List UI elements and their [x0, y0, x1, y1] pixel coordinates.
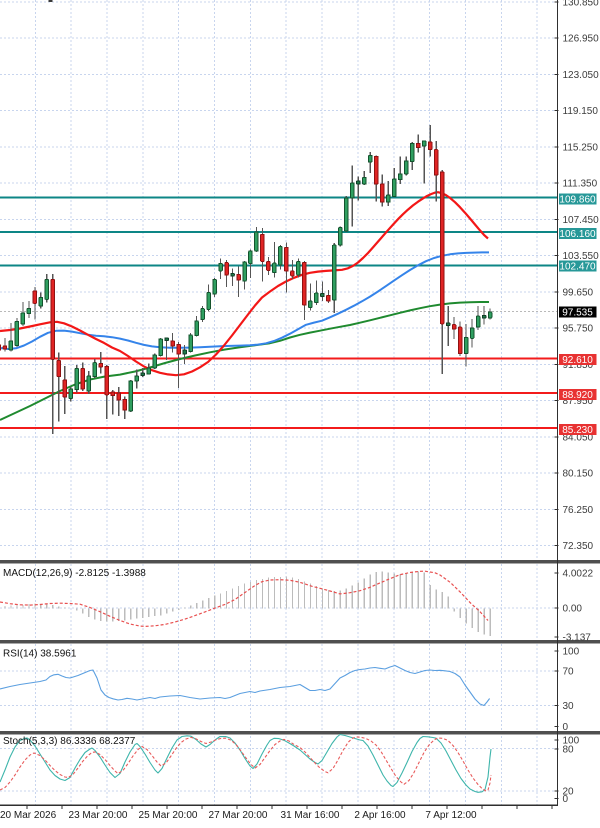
svg-text:126.950: 126.950 [563, 34, 600, 45]
svg-text:111.350: 111.350 [563, 179, 598, 190]
svg-text:91.850: 91.850 [563, 360, 594, 371]
svg-text:20: 20 [563, 787, 575, 798]
svg-text:85.230: 85.230 [562, 425, 593, 436]
svg-text:119.150: 119.150 [563, 106, 599, 117]
svg-text:Stoch(5,3,3) 86.3336 68.2377: Stoch(5,3,3) 86.3336 68.2377 [3, 736, 136, 747]
svg-text:RSI(14) 38.5961: RSI(14) 38.5961 [3, 649, 77, 660]
svg-text:0.00: 0.00 [563, 603, 583, 614]
svg-text:27 Mar 20:00: 27 Mar 20:00 [209, 810, 268, 821]
svg-text:99.650: 99.650 [563, 287, 594, 298]
svg-text:76.250: 76.250 [563, 505, 594, 516]
svg-text:70: 70 [563, 667, 575, 678]
svg-text:95.750: 95.750 [563, 324, 594, 335]
svg-text:106.160: 106.160 [559, 229, 596, 240]
svg-text:25 Mar 20:00: 25 Mar 20:00 [139, 810, 198, 821]
svg-text:7 Apr 12:00: 7 Apr 12:00 [425, 810, 477, 821]
svg-text:31 Mar 16:00: 31 Mar 16:00 [281, 810, 340, 821]
svg-text:-3.137: -3.137 [563, 633, 592, 644]
svg-text:88.920: 88.920 [562, 390, 593, 401]
svg-text:103.550: 103.550 [563, 251, 600, 262]
svg-text:2 Apr 16:00: 2 Apr 16:00 [354, 810, 406, 821]
svg-text:4.0022: 4.0022 [563, 568, 594, 579]
svg-text:20 Mar 2026: 20 Mar 2026 [0, 810, 57, 821]
svg-text:0: 0 [563, 794, 569, 805]
svg-text:84.050: 84.050 [563, 432, 594, 443]
svg-text:102.470: 102.470 [559, 261, 596, 272]
svg-text:130.850: 130.850 [563, 0, 600, 8]
svg-text:100: 100 [563, 736, 580, 747]
svg-text:123.050: 123.050 [563, 70, 600, 81]
svg-text:100: 100 [563, 647, 580, 658]
svg-text:0: 0 [563, 722, 569, 733]
svg-text:115.250: 115.250 [563, 142, 599, 153]
svg-text:23 Mar 20:00: 23 Mar 20:00 [69, 810, 128, 821]
svg-text:109.860: 109.860 [559, 194, 596, 205]
svg-text:80.150: 80.150 [563, 469, 594, 480]
svg-text:72.350: 72.350 [563, 541, 594, 552]
svg-text:107.450: 107.450 [563, 215, 600, 226]
svg-text:80: 80 [563, 744, 575, 755]
svg-text:97.535: 97.535 [562, 307, 593, 318]
svg-text:MACD(12,26,9) -2.8125 -1.3988: MACD(12,26,9) -2.8125 -1.3988 [3, 568, 146, 579]
svg-text:30: 30 [563, 701, 575, 712]
svg-text:92.610: 92.610 [562, 355, 593, 366]
svg-text:87.950: 87.950 [563, 396, 594, 407]
